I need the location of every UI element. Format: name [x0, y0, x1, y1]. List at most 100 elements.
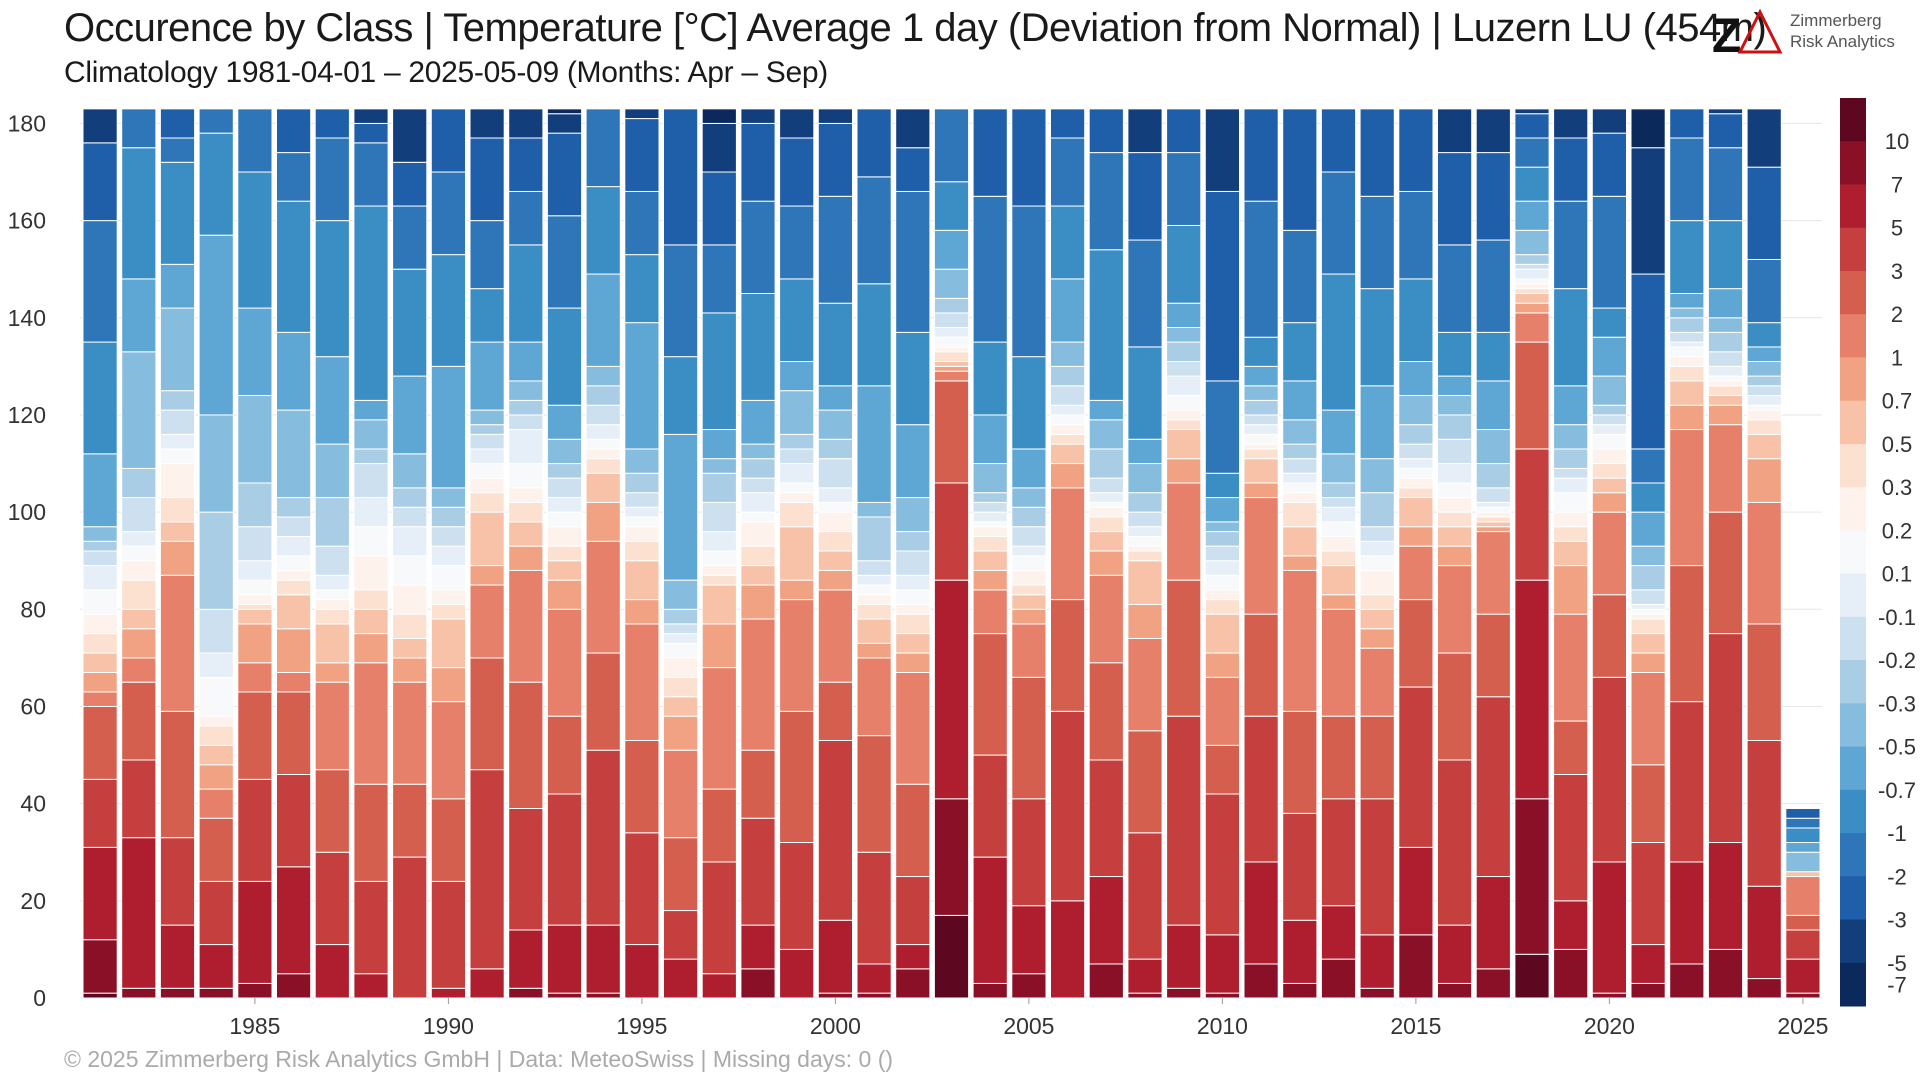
bar-1981 — [82, 108, 118, 999]
bar-segment — [624, 492, 660, 508]
bar-segment — [663, 608, 699, 625]
bar-segment — [1437, 414, 1473, 440]
bar-segment — [1514, 268, 1550, 280]
bar-segment — [779, 137, 815, 207]
bar-segment — [585, 540, 621, 654]
bar-segment — [701, 244, 737, 314]
bar-segment — [1591, 375, 1628, 406]
bar-segment — [82, 142, 118, 222]
bar-2013 — [1320, 108, 1357, 999]
bar-segment — [508, 569, 544, 683]
bar-segment — [1359, 594, 1395, 610]
bar-segment — [1050, 137, 1086, 207]
bar-segment — [1475, 521, 1511, 528]
bar-segment — [1475, 696, 1511, 878]
colorbar-swatch — [1840, 400, 1866, 445]
bar-segment — [1088, 152, 1124, 251]
bar-segment — [1204, 793, 1241, 936]
bar-segment — [701, 531, 737, 552]
bar-segment — [392, 268, 428, 377]
bar-2010 — [1204, 108, 1241, 999]
bar-segment — [1746, 108, 1782, 168]
bar-segment — [1282, 812, 1318, 921]
bar-segment — [701, 501, 737, 533]
bar-segment — [159, 837, 196, 926]
bar-segment — [933, 181, 970, 231]
bar-2016 — [1437, 108, 1473, 999]
bar-segment — [508, 399, 544, 416]
bar-segment — [469, 409, 505, 426]
bar-segment — [1437, 482, 1473, 499]
bar-segment — [1088, 399, 1124, 421]
bar-segment — [1204, 190, 1241, 382]
bar-segment — [701, 171, 737, 246]
bar-segment — [585, 924, 621, 994]
bar-segment — [1166, 361, 1202, 377]
bar-segment — [1785, 842, 1821, 853]
bar-segment — [972, 463, 1008, 494]
bar-segment — [198, 108, 234, 134]
bar-segment — [1127, 550, 1163, 562]
bar-segment — [546, 793, 583, 926]
bar-segment — [1359, 608, 1395, 630]
bar-segment — [1707, 380, 1744, 387]
bar-segment — [1746, 322, 1782, 348]
bar-segment — [237, 662, 273, 693]
bar-segment — [392, 555, 428, 586]
bar-segment — [469, 341, 505, 411]
bar-segment — [663, 579, 699, 610]
bar-segment — [237, 171, 273, 309]
bar-segment — [1011, 973, 1047, 999]
bar-segment — [508, 137, 544, 192]
bar-segment — [817, 409, 853, 440]
bar-segment — [314, 108, 350, 139]
bar-segment — [1746, 739, 1782, 887]
bar-segment — [1514, 137, 1550, 168]
bar-segment — [1669, 963, 1705, 999]
bar-segment — [972, 414, 1008, 465]
colorbar-swatch — [1840, 616, 1866, 661]
bar-segment — [1320, 171, 1357, 275]
bar-segment — [740, 511, 776, 523]
bar-2023 — [1707, 108, 1744, 999]
bar-segment — [121, 837, 157, 989]
bar-segment — [1166, 152, 1202, 226]
colorbar-swatch — [1840, 184, 1866, 229]
bar-1987 — [314, 108, 350, 999]
bar-segment — [1320, 608, 1357, 717]
colorbar-swatch — [1840, 962, 1866, 1007]
bar-segment — [1282, 501, 1318, 528]
bar-segment — [82, 846, 118, 941]
bar-segment — [508, 545, 544, 571]
bar-2006 — [1050, 108, 1086, 999]
bar-segment — [933, 336, 970, 348]
bar-segment — [1785, 992, 1821, 999]
bar-segment — [1204, 497, 1241, 523]
bar-segment — [546, 545, 583, 562]
bar-segment — [1320, 958, 1357, 999]
bar-segment — [121, 531, 157, 547]
x-tick-label: 1995 — [616, 1013, 667, 1039]
bar-segment — [82, 613, 118, 635]
bar-segment — [1166, 458, 1202, 484]
colorbar-label: -0.5 — [1878, 735, 1916, 760]
bar-segment — [895, 589, 931, 605]
bar-1998 — [740, 108, 776, 999]
bar-segment — [508, 341, 544, 382]
bar-segment — [1243, 497, 1279, 615]
bar-segment — [1320, 482, 1357, 499]
bar-segment — [1243, 443, 1279, 450]
bar-segment — [1204, 613, 1241, 654]
bar-segment — [1011, 205, 1047, 358]
bar-segment — [469, 492, 505, 513]
bar-segment — [779, 526, 815, 581]
bar-segment — [508, 929, 544, 989]
bar-segment — [469, 565, 505, 586]
bar-segment — [508, 414, 544, 431]
bar-segment — [546, 132, 583, 217]
bar-segment — [933, 482, 970, 581]
bar-segment — [817, 739, 853, 921]
logo-text: Zimmerberg Risk Analytics — [1790, 10, 1895, 52]
bar-segment — [314, 443, 350, 499]
bar-segment — [1050, 487, 1086, 601]
